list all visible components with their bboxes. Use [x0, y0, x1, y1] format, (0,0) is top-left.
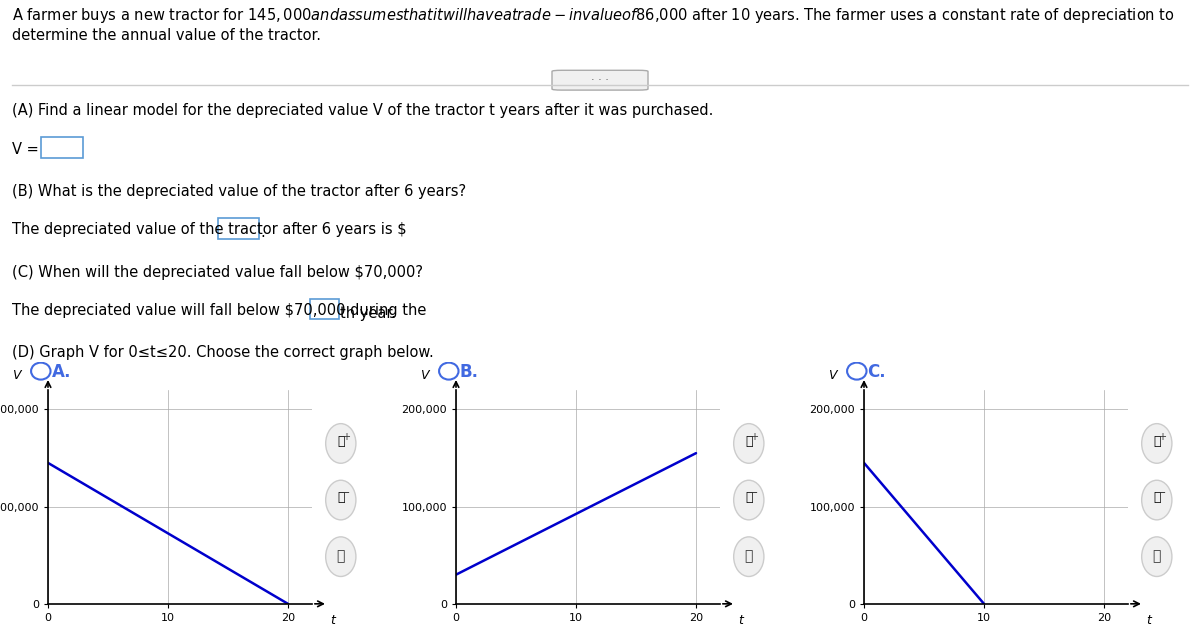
- FancyBboxPatch shape: [42, 137, 83, 158]
- FancyBboxPatch shape: [310, 299, 338, 320]
- Text: +: +: [342, 432, 350, 442]
- Text: V: V: [420, 369, 428, 382]
- Circle shape: [325, 424, 356, 463]
- Text: ⧉: ⧉: [337, 550, 344, 564]
- Circle shape: [325, 481, 356, 520]
- Text: (C) When will the depreciated value fall below $70,000?: (C) When will the depreciated value fall…: [12, 265, 424, 280]
- Text: ⧉: ⧉: [745, 550, 752, 564]
- FancyBboxPatch shape: [218, 218, 259, 238]
- Circle shape: [1141, 481, 1172, 520]
- Text: B.: B.: [460, 364, 479, 381]
- Text: V =: V =: [12, 142, 43, 157]
- Text: ⧉: ⧉: [1153, 550, 1160, 564]
- Text: A farmer buys a new tractor for $145,000 and assumes that it will have a trade-i: A farmer buys a new tractor for $145,000…: [12, 6, 1175, 43]
- Text: 🔍: 🔍: [337, 491, 344, 504]
- Text: The depreciated value of the tractor after 6 years is $: The depreciated value of the tractor aft…: [12, 223, 407, 237]
- Text: V: V: [828, 369, 836, 382]
- FancyBboxPatch shape: [552, 70, 648, 90]
- Circle shape: [733, 424, 764, 463]
- Circle shape: [325, 537, 356, 576]
- Text: 🔍: 🔍: [745, 491, 752, 504]
- Text: t: t: [739, 615, 744, 628]
- Text: (B) What is the depreciated value of the tractor after 6 years?: (B) What is the depreciated value of the…: [12, 184, 466, 199]
- Text: 🔍: 🔍: [1153, 435, 1160, 448]
- Text: (A) Find a linear model for the depreciated value V of the tractor t years after: (A) Find a linear model for the deprecia…: [12, 103, 713, 118]
- Text: +: +: [750, 432, 758, 442]
- Text: +: +: [1158, 432, 1166, 442]
- Text: −: −: [749, 489, 758, 498]
- Text: V: V: [12, 369, 20, 382]
- Text: 🔍: 🔍: [1153, 491, 1160, 504]
- Text: 🔍: 🔍: [337, 435, 344, 448]
- Circle shape: [1141, 424, 1172, 463]
- Text: (D) Graph V for 0≤t≤20. Choose the correct graph below.: (D) Graph V for 0≤t≤20. Choose the corre…: [12, 345, 433, 360]
- Text: th year.: th year.: [340, 306, 396, 321]
- Text: .: .: [260, 225, 265, 240]
- Text: C.: C.: [868, 364, 887, 381]
- Circle shape: [733, 481, 764, 520]
- Text: −: −: [341, 489, 350, 498]
- Text: t: t: [331, 615, 336, 628]
- Circle shape: [1141, 537, 1172, 576]
- Text: The depreciated value will fall below $70,000 during the: The depreciated value will fall below $7…: [12, 303, 426, 318]
- Text: t: t: [1147, 615, 1152, 628]
- Circle shape: [733, 537, 764, 576]
- Text: −: −: [1157, 489, 1166, 498]
- Text: · · ·: · · ·: [592, 75, 608, 85]
- Text: A.: A.: [52, 364, 71, 381]
- Text: 🔍: 🔍: [745, 435, 752, 448]
